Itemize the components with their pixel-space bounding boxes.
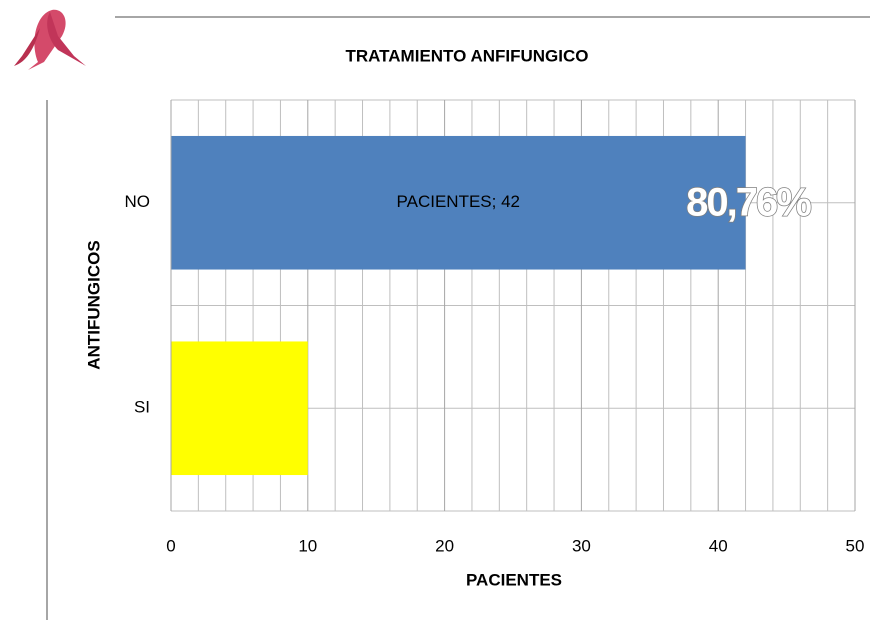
- x-tick-label: 30: [572, 536, 591, 555]
- bar: [171, 341, 308, 476]
- y-tick-label: NO: [125, 192, 151, 211]
- x-tick-label: 0: [166, 536, 175, 555]
- x-axis-label: PACIENTES: [466, 570, 562, 589]
- ribbon-icon: [14, 9, 86, 70]
- data-label: PACIENTES; 42: [397, 192, 520, 211]
- x-tick-label: 40: [709, 536, 728, 555]
- bar: [171, 135, 746, 270]
- y-axis-label: ANTIFUNGICOS: [84, 240, 103, 369]
- y-tick-label: SI: [134, 398, 150, 417]
- x-tick-label: 50: [846, 536, 865, 555]
- chart-title: TRATAMIENTO ANFIFUNGICO: [345, 46, 588, 65]
- x-tick-label: 20: [435, 536, 454, 555]
- x-tick-label: 10: [298, 536, 317, 555]
- annotation: 80,76%: [686, 181, 811, 225]
